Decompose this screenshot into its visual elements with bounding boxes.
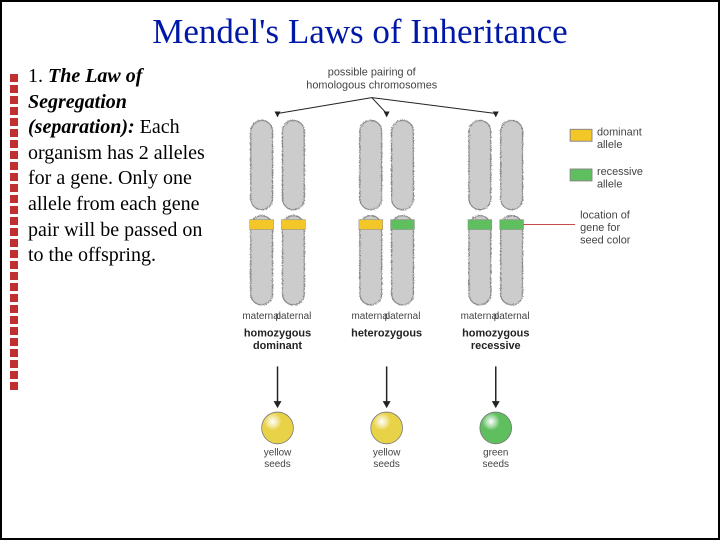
svg-text:homozygousrecessive: homozygousrecessive — [462, 328, 529, 353]
svg-text:heterozygous: heterozygous — [351, 328, 422, 340]
svg-text:paternal: paternal — [494, 311, 530, 322]
svg-text:yellowseeds: yellowseeds — [264, 448, 292, 470]
svg-text:paternal: paternal — [275, 311, 311, 322]
chromosome-diagram: possible pairing ofhomologous chromosome… — [218, 64, 714, 524]
slide-title: Mendel's Laws of Inheritance — [2, 12, 718, 52]
law-number: 1. — [28, 65, 43, 87]
law-heading: The Law of Segregation (separation): — [28, 65, 142, 138]
law-text: 1. The Law of Segregation (separation): … — [22, 64, 218, 529]
svg-text:recessiveallele: recessiveallele — [597, 166, 643, 191]
svg-text:greenseeds: greenseeds — [483, 448, 509, 470]
svg-text:possible pairing ofhomologous: possible pairing ofhomologous chromosome… — [306, 67, 437, 92]
bullet-strip — [10, 64, 22, 529]
svg-text:yellowseeds: yellowseeds — [373, 448, 401, 470]
svg-text:dominantallele: dominantallele — [597, 126, 642, 151]
svg-text:homozygousdominant: homozygousdominant — [244, 328, 311, 353]
svg-text:location ofgene forseed color: location ofgene forseed color — [580, 210, 631, 247]
law-body: Each organism has 2 alleles for a gene. … — [28, 116, 205, 266]
svg-text:paternal: paternal — [385, 311, 421, 322]
